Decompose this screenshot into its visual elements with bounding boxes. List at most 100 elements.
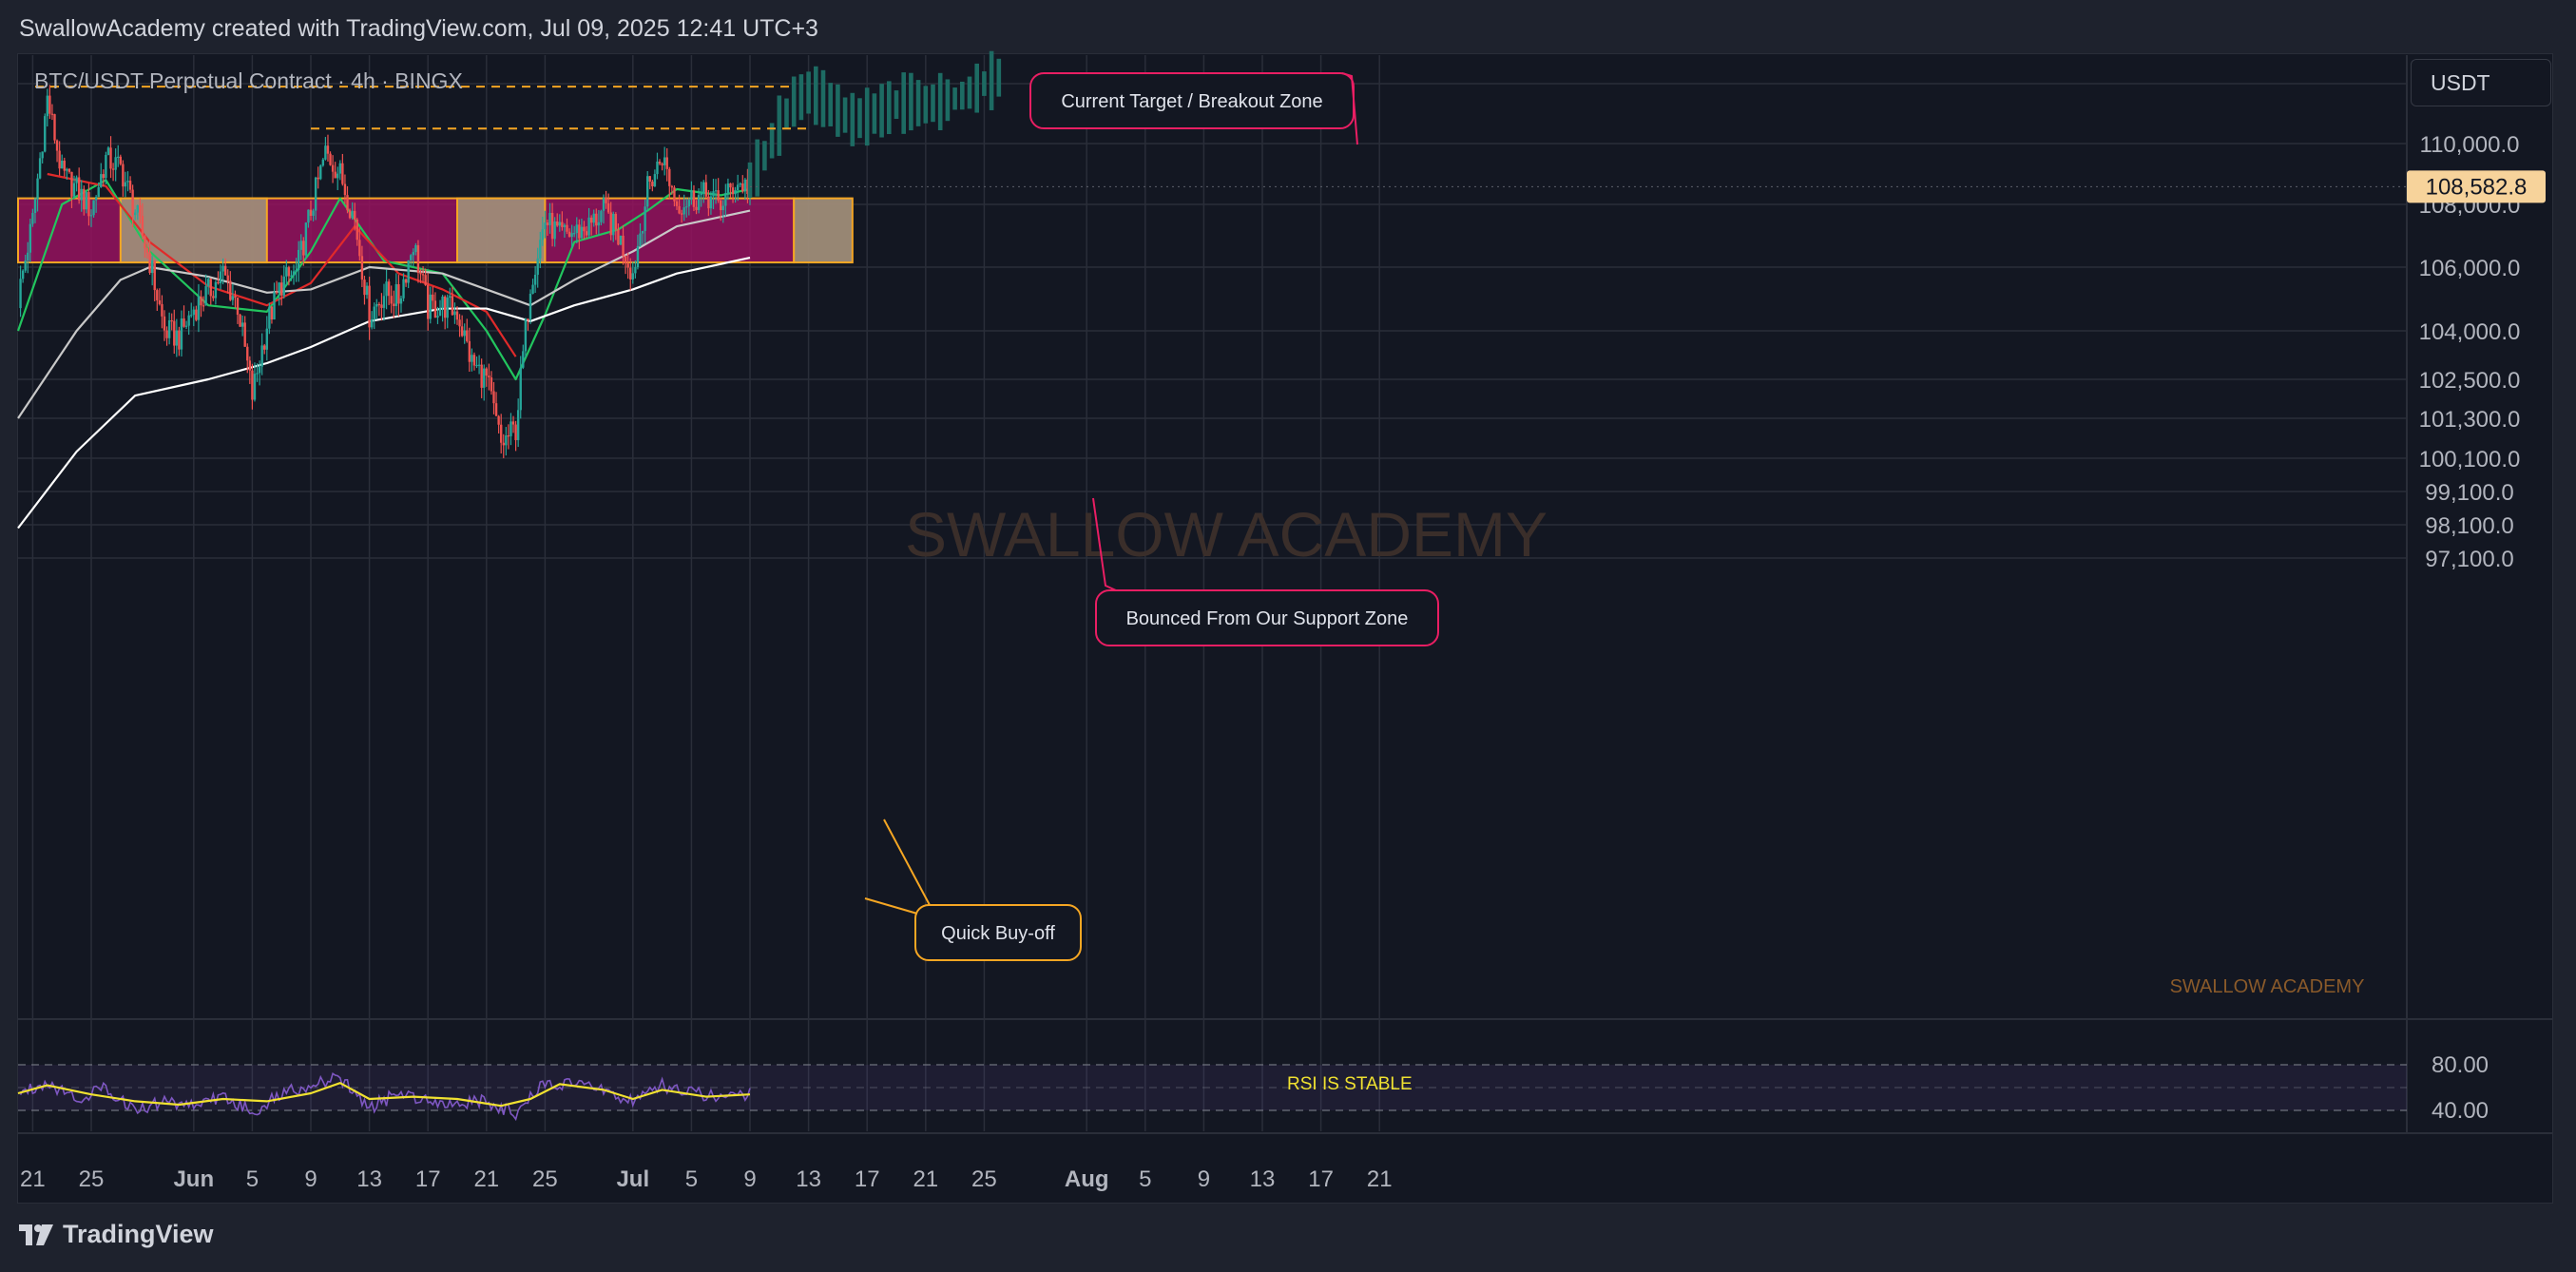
candle-body <box>221 265 224 272</box>
candle-body <box>229 280 232 300</box>
time-tick-label: 17 <box>855 1166 880 1192</box>
candle-body <box>433 300 437 318</box>
candle-body <box>163 316 166 331</box>
candle-body <box>282 276 285 296</box>
time-tick-label: 5 <box>1139 1166 1151 1192</box>
candle-body <box>394 283 398 306</box>
candle-body <box>75 177 78 183</box>
candle-body <box>468 340 471 362</box>
candle-body <box>326 145 330 154</box>
candle-body <box>519 367 522 411</box>
candle-body <box>246 346 249 361</box>
candle-body <box>541 229 545 241</box>
price-tick-label: 98,100.0 <box>2425 513 2513 539</box>
annotation-breakout-zone: Current Target / Breakout Zone <box>1061 91 1322 112</box>
candle-body <box>165 330 168 338</box>
candle-body <box>533 274 537 285</box>
candle-body <box>178 330 181 350</box>
candle-body <box>240 322 244 327</box>
time-tick-label: Aug <box>1065 1166 1109 1192</box>
candle-body <box>502 442 505 446</box>
candle-body <box>92 200 95 216</box>
candle-body <box>226 275 229 281</box>
candle-body <box>446 298 449 318</box>
candle-body <box>539 240 542 259</box>
moving-average-line <box>47 172 517 357</box>
candle-body <box>690 190 693 201</box>
candle-body <box>682 207 685 215</box>
candle-body <box>646 176 649 207</box>
candle-body <box>94 197 98 201</box>
candle-body <box>280 282 283 296</box>
candle-body <box>36 178 39 200</box>
candle-body <box>72 183 76 197</box>
candle-body <box>529 293 532 319</box>
price-tick-label: 104,000.0 <box>2419 319 2521 345</box>
candle-body <box>356 219 358 241</box>
candle-body <box>556 221 559 226</box>
candle-body <box>724 193 727 206</box>
candle-body <box>524 318 528 352</box>
projection-bar <box>945 79 951 122</box>
candle-body <box>412 252 414 256</box>
candle-body <box>427 284 430 319</box>
candle-body <box>553 221 556 240</box>
candle-body <box>592 213 595 223</box>
projection-bar <box>836 84 840 137</box>
tradingview-brand[interactable]: TradingView <box>19 1220 214 1249</box>
candle-body <box>126 181 129 183</box>
candle-body <box>131 189 134 216</box>
candle-body <box>370 318 374 328</box>
candle-body <box>150 260 154 274</box>
candle-body <box>670 185 674 188</box>
candle-body <box>573 233 576 235</box>
time-axis: 21 25 Jun 5 9 13 17 21 25 Jul 5 9 13 17 21 25 Aug 5 9 13 17 2… <box>20 1166 1393 1192</box>
candle-body <box>48 95 51 114</box>
currency-selector[interactable]: USDT <box>2411 59 2551 106</box>
candle-body <box>460 326 464 337</box>
candle-body <box>97 186 100 198</box>
candle-body <box>292 271 296 276</box>
target-zone <box>456 197 547 264</box>
annotation-leader <box>883 819 931 906</box>
candle-body <box>214 281 218 299</box>
candle-body <box>500 424 503 443</box>
candle-body <box>429 294 432 319</box>
projection-bar <box>828 83 833 126</box>
candle-body <box>597 222 601 226</box>
candle-body <box>414 244 417 253</box>
projection-bar <box>894 90 899 120</box>
projection-bar <box>974 63 979 113</box>
candle-body <box>480 364 483 388</box>
candle-body <box>173 320 176 346</box>
candle-body <box>295 270 298 272</box>
candle-body <box>587 217 590 236</box>
tradingview-logo-icon <box>19 1224 53 1245</box>
candle-body <box>514 424 517 440</box>
watermark-text: SWALLOW ACADEMY <box>905 499 1548 569</box>
candle-body <box>302 241 305 256</box>
projection-bar <box>915 80 921 126</box>
price-tick-label: 97,100.0 <box>2425 547 2513 572</box>
projection-bar <box>887 81 892 135</box>
candle-body <box>285 267 288 277</box>
candle-body <box>148 252 151 274</box>
candle-body <box>338 163 341 174</box>
candle-body <box>449 296 452 299</box>
projection-bar <box>798 74 804 121</box>
moving-average-line <box>17 257 751 530</box>
rsi-tick-label: 80.00 <box>2432 1052 2489 1078</box>
candle-body <box>243 322 246 347</box>
candle-body <box>451 296 454 316</box>
candle-body <box>709 196 713 209</box>
candle-body <box>497 415 500 425</box>
candle-body <box>453 311 456 316</box>
moving-average-line <box>17 209 751 419</box>
candle-body <box>402 279 405 299</box>
time-tick-label: Jun <box>173 1166 214 1192</box>
candle-body <box>309 209 313 217</box>
candle-body <box>231 296 235 300</box>
projection-bar <box>747 162 753 198</box>
time-tick-label: 13 <box>796 1166 821 1192</box>
